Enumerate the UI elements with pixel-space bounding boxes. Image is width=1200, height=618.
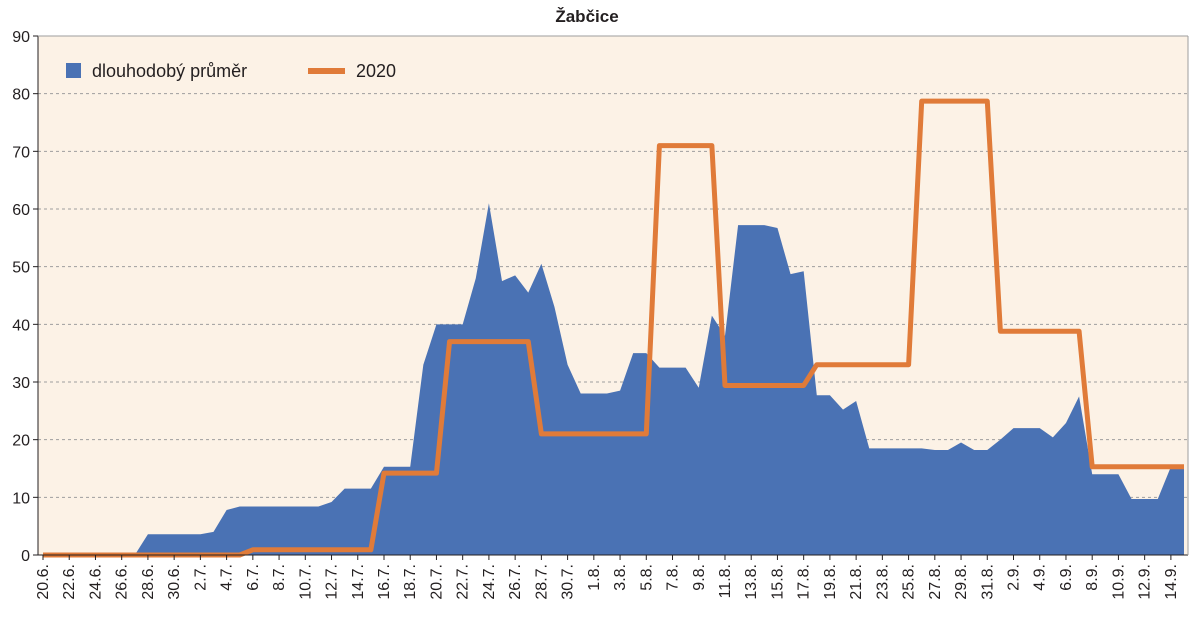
x-tick-label: 20.7.: [428, 564, 445, 600]
x-tick-label: 5.8.: [638, 564, 655, 591]
x-tick-label: 28.7.: [533, 564, 550, 600]
x-tick-label: 27.8.: [927, 564, 944, 600]
x-tick-label: 22.6.: [61, 564, 78, 600]
x-tick-label: 11.8.: [717, 564, 734, 598]
x-tick-label: 13.8.: [743, 564, 760, 600]
x-tick-label: 14.7.: [350, 564, 367, 600]
x-tick-label: 8.9.: [1084, 564, 1101, 591]
x-tick-label: 29.8.: [953, 564, 970, 600]
x-tick-label: 2.9.: [1006, 564, 1023, 591]
x-tick-label: 19.8.: [822, 564, 839, 600]
x-tick-label: 4.7.: [219, 564, 236, 591]
x-tick-label: 1.8.: [586, 564, 603, 591]
x-tick-label: 20.6.: [35, 564, 52, 600]
x-tick-label: 7.8.: [665, 564, 682, 591]
x-tick-label: 23.8.: [874, 564, 891, 600]
x-tick-label: 17.8.: [796, 564, 813, 600]
x-tick-label: 6.9.: [1058, 564, 1075, 591]
x-tick-label: 22.7.: [455, 564, 472, 600]
y-tick-label: 0: [21, 548, 30, 565]
x-tick-label: 10.7.: [297, 564, 314, 600]
x-tick-label: 24.6.: [87, 564, 104, 600]
x-tick-label: 6.7.: [245, 564, 262, 591]
y-tick-labels: 0 10 20 30 40 50 60 70 80 90: [12, 29, 30, 565]
x-tick-label: 14.9.: [1163, 564, 1180, 600]
x-tick-labels: 20.6. 22.6. 24.6. 26.6. 28.6. 30.6. 2.7. 4.7. 6.…: [35, 564, 1180, 600]
x-tick-label: 15.8.: [769, 564, 786, 600]
y-tick-label: 30: [12, 375, 30, 392]
x-tick-label: 12.7.: [324, 564, 341, 600]
x-tick-label: 9.8.: [691, 564, 708, 591]
x-tick-label: 3.8.: [612, 564, 629, 591]
x-tick-label: 21.8.: [848, 564, 865, 600]
y-tick-label: 60: [12, 202, 30, 219]
x-tick-label: 10.9.: [1110, 564, 1127, 600]
axes: [33, 35, 1189, 560]
x-tick-label: 26.6.: [114, 564, 131, 600]
y-tick-label: 40: [12, 317, 30, 334]
y-tick-label: 10: [12, 490, 30, 507]
legend: dlouhodobý průměr 2020: [66, 61, 396, 81]
x-tick-label: 30.7.: [560, 564, 577, 600]
y-tick-label: 50: [12, 260, 30, 277]
x-tick-label: 8.7.: [271, 564, 288, 591]
legend-label-area: dlouhodobý průměr: [92, 61, 247, 81]
x-tick-label: 18.7.: [402, 564, 419, 600]
legend-swatch-area: [66, 63, 81, 78]
y-tick-label: 20: [12, 433, 30, 450]
x-tick-label: 28.6.: [140, 564, 157, 600]
x-tick-label: 2.7.: [192, 564, 209, 591]
x-tick-label: 31.8.: [979, 564, 996, 600]
x-tick-label: 30.6.: [166, 564, 183, 600]
y-tick-label: 70: [12, 144, 30, 161]
y-tick-label: 90: [12, 29, 30, 46]
y-tick-label: 80: [12, 87, 30, 104]
area-series-dlouhodoby-prumer: [43, 203, 1184, 556]
x-tick-label: 24.7.: [481, 564, 498, 600]
x-tick-label: 4.9.: [1032, 564, 1049, 591]
x-tick-label: 16.7.: [376, 564, 393, 600]
x-tick-label: 26.7.: [507, 564, 524, 600]
legend-label-line: 2020: [356, 61, 396, 81]
chart-title: Žabčice: [555, 7, 618, 26]
x-tick-label: 12.9.: [1137, 564, 1154, 600]
x-tick-label: 25.8.: [901, 564, 918, 600]
